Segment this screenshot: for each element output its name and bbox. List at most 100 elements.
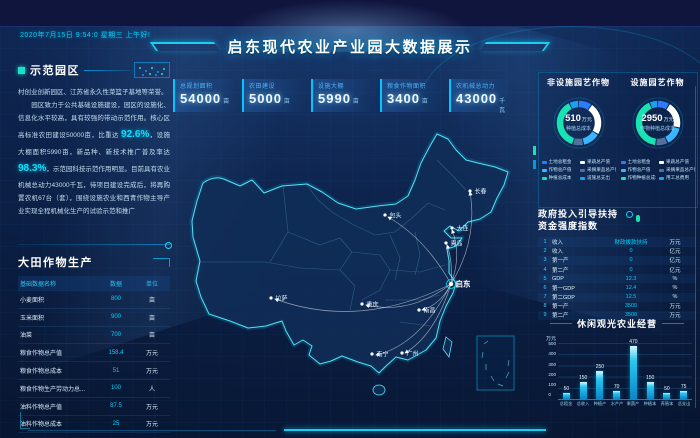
south-china-sea-inset bbox=[476, 335, 515, 391]
table-row: 粮食作物总产值 158.4 万元 bbox=[18, 344, 170, 363]
y-tick-label: 200 bbox=[548, 371, 556, 377]
legend-item[interactable]: 采摘果品总产值 bbox=[659, 167, 695, 173]
kpi-unit: 千瓦 bbox=[499, 99, 506, 114]
table-cell: 2 bbox=[543, 248, 547, 255]
legend-item[interactable]: 作物总产值 bbox=[620, 167, 657, 173]
donut-segment[interactable] bbox=[635, 100, 680, 146]
donut-chart[interactable]: 510万元 种植总成本 bbox=[547, 91, 611, 155]
map-city-marker[interactable]: 南宁 bbox=[370, 351, 389, 359]
table-cell: 万元 bbox=[669, 239, 681, 246]
donut-segment[interactable] bbox=[635, 100, 680, 146]
legend-item[interactable]: 土地总租金 bbox=[620, 159, 657, 165]
bar-item[interactable]: 250 bbox=[592, 364, 608, 399]
legend-swatch-icon bbox=[620, 160, 626, 164]
table-body: 小麦面积 800 亩玉米面积 900 亩油菜 700 亩粮食作物总产值 158.4 万元 粮食作物… bbox=[18, 291, 170, 438]
table-cell: 51 bbox=[112, 367, 120, 374]
kpi-card-greenhouse[interactable]: 设施大棚 5990 亩 bbox=[311, 79, 377, 112]
kpi-label: 设施大棚 bbox=[318, 84, 345, 90]
table-cell: 油菜 bbox=[20, 333, 33, 340]
bar[interactable] bbox=[596, 371, 604, 399]
table-header: 基础数据名称 数据 单位 bbox=[18, 276, 170, 291]
legend-item[interactable]: 种植总成本 bbox=[541, 175, 578, 181]
table-row: 8 第一产 3500 万元 bbox=[538, 302, 696, 311]
bar-item[interactable]: 70 bbox=[609, 384, 625, 399]
donut-segment[interactable] bbox=[556, 100, 601, 146]
top-strip bbox=[0, 0, 700, 27]
bar[interactable] bbox=[646, 382, 654, 399]
donut-segment[interactable] bbox=[556, 100, 601, 146]
bar-item[interactable]: 50 bbox=[659, 386, 675, 399]
donut-chart[interactable]: 2950万元 作物种植总成本 bbox=[626, 91, 690, 155]
bar[interactable] bbox=[680, 390, 688, 399]
table-row: 油料作物总产值 87.5 万元 bbox=[18, 398, 170, 416]
table-cell: 第二产 bbox=[552, 313, 569, 320]
bar[interactable] bbox=[562, 393, 570, 399]
title-right-line bbox=[479, 42, 550, 51]
map-city-marker[interactable]: 大连 bbox=[450, 225, 469, 233]
bar-value: 70 bbox=[613, 384, 620, 391]
x-tick-label: 果蔬产 bbox=[627, 401, 640, 406]
datetime-text: 2020年7月15日 9:54:0 星期三 上午好! bbox=[20, 32, 151, 39]
table-cell: 700 bbox=[110, 331, 121, 338]
map-city-marker[interactable]: 长春 bbox=[468, 188, 487, 196]
bottom-line bbox=[28, 430, 276, 431]
bar[interactable] bbox=[663, 393, 671, 399]
subpanel-title: 非设施园艺作物 bbox=[547, 78, 610, 87]
bar-item[interactable]: 470 bbox=[625, 339, 641, 399]
map-city-marker[interactable]: 南昌 bbox=[417, 307, 436, 315]
donut-segment[interactable] bbox=[635, 100, 680, 146]
title-left-line bbox=[150, 42, 221, 51]
text-segment: 园区致力于公共基础设施建设，园区的设施化、信息化水平较高，具有较强的带动示范作用… bbox=[18, 102, 170, 140]
panel-title: 政府投入引导扶持 资金强度指数 bbox=[538, 209, 619, 231]
kpi-card-grain-area[interactable]: 粮食作物面积 3400 亩 bbox=[380, 79, 446, 112]
legend-item[interactable]: 果蔬总产值 bbox=[580, 159, 616, 165]
table-cell: 万元 bbox=[669, 313, 681, 320]
bar-item[interactable]: 150 bbox=[575, 375, 591, 399]
kpi-card-machinery[interactable]: 农机械总动力 43000 千瓦 bbox=[449, 79, 515, 114]
map-city-marker[interactable]: 重庆 bbox=[360, 301, 379, 309]
legend-label: 果蔬总产值 bbox=[666, 159, 689, 164]
bar-item[interactable]: 50 bbox=[558, 386, 574, 399]
legend-item[interactable]: 作物种植总成本 bbox=[620, 175, 656, 181]
bar-item[interactable]: 75 bbox=[676, 384, 692, 399]
text-segment: ，示范园科技示范作用明显。目前具有农业机械总动力43000千瓦，待项目建设完成后… bbox=[18, 165, 170, 216]
map-city-marker[interactable]: 拉萨 bbox=[269, 295, 288, 303]
table-cell: 油料作物总产值 bbox=[20, 404, 63, 411]
bar-chart: 万元 500 400 300 200 100 0 50 150 250 70 470 150 50 75… bbox=[538, 335, 696, 415]
kpi-card-farmland[interactable]: 农田建设 5000 亩 bbox=[242, 79, 308, 112]
legend-item[interactable]: 采摘果品总产值 bbox=[580, 167, 616, 173]
x-tick-label: 总收入 bbox=[576, 401, 590, 406]
map-city-marker[interactable]: 包头 bbox=[383, 212, 402, 220]
bar[interactable] bbox=[613, 391, 621, 399]
table-cell: 油料作物总成本 bbox=[20, 422, 63, 429]
map-city-marker[interactable]: 广州 bbox=[400, 350, 419, 358]
kpi-label: 总规划面积 bbox=[180, 84, 213, 90]
map-city-marker[interactable]: 青岛 bbox=[444, 240, 463, 248]
legend-item[interactable]: 果蔬总产值 bbox=[659, 159, 695, 165]
bar-item[interactable]: 150 bbox=[642, 375, 658, 399]
donut-segment[interactable] bbox=[635, 100, 680, 146]
bar[interactable] bbox=[629, 346, 637, 399]
table-cell: % bbox=[672, 294, 678, 301]
legend-item[interactable]: 用工总费用 bbox=[659, 175, 695, 181]
y-axis-label: 万元 bbox=[545, 336, 556, 342]
bar[interactable] bbox=[579, 382, 587, 399]
x-tick-label: 总租金 bbox=[560, 401, 573, 406]
side-bars-decoration bbox=[533, 146, 536, 155]
donut-segment[interactable] bbox=[556, 100, 601, 146]
table-cell: 12.5 bbox=[625, 294, 637, 301]
donut-segment[interactable] bbox=[556, 100, 601, 146]
plot-area: 50 150 250 70 470 150 50 75 总租金 总收入 种植产 水产产 果蔬产 种植本养… bbox=[558, 335, 696, 415]
kpi-card-total-area[interactable]: 总规划面积 54000 亩 bbox=[173, 79, 239, 112]
table-cell: 粮食作物总产值 bbox=[20, 351, 63, 358]
map-city-marker[interactable]: 启东 bbox=[446, 279, 471, 289]
legend-item[interactable]: 设施总支出 bbox=[580, 175, 616, 181]
legend-label: 设施总支出 bbox=[587, 175, 610, 180]
legend-item[interactable]: 土地总租金 bbox=[541, 159, 578, 165]
table-row: 粮食作物生产劳动力总... 100 人 bbox=[18, 380, 170, 398]
legend-item[interactable]: 作物总产值 bbox=[541, 167, 578, 173]
column-header: 数据 bbox=[109, 282, 122, 288]
table-cell: 25 bbox=[112, 420, 120, 427]
table-cell: 第一GDP bbox=[552, 285, 575, 292]
